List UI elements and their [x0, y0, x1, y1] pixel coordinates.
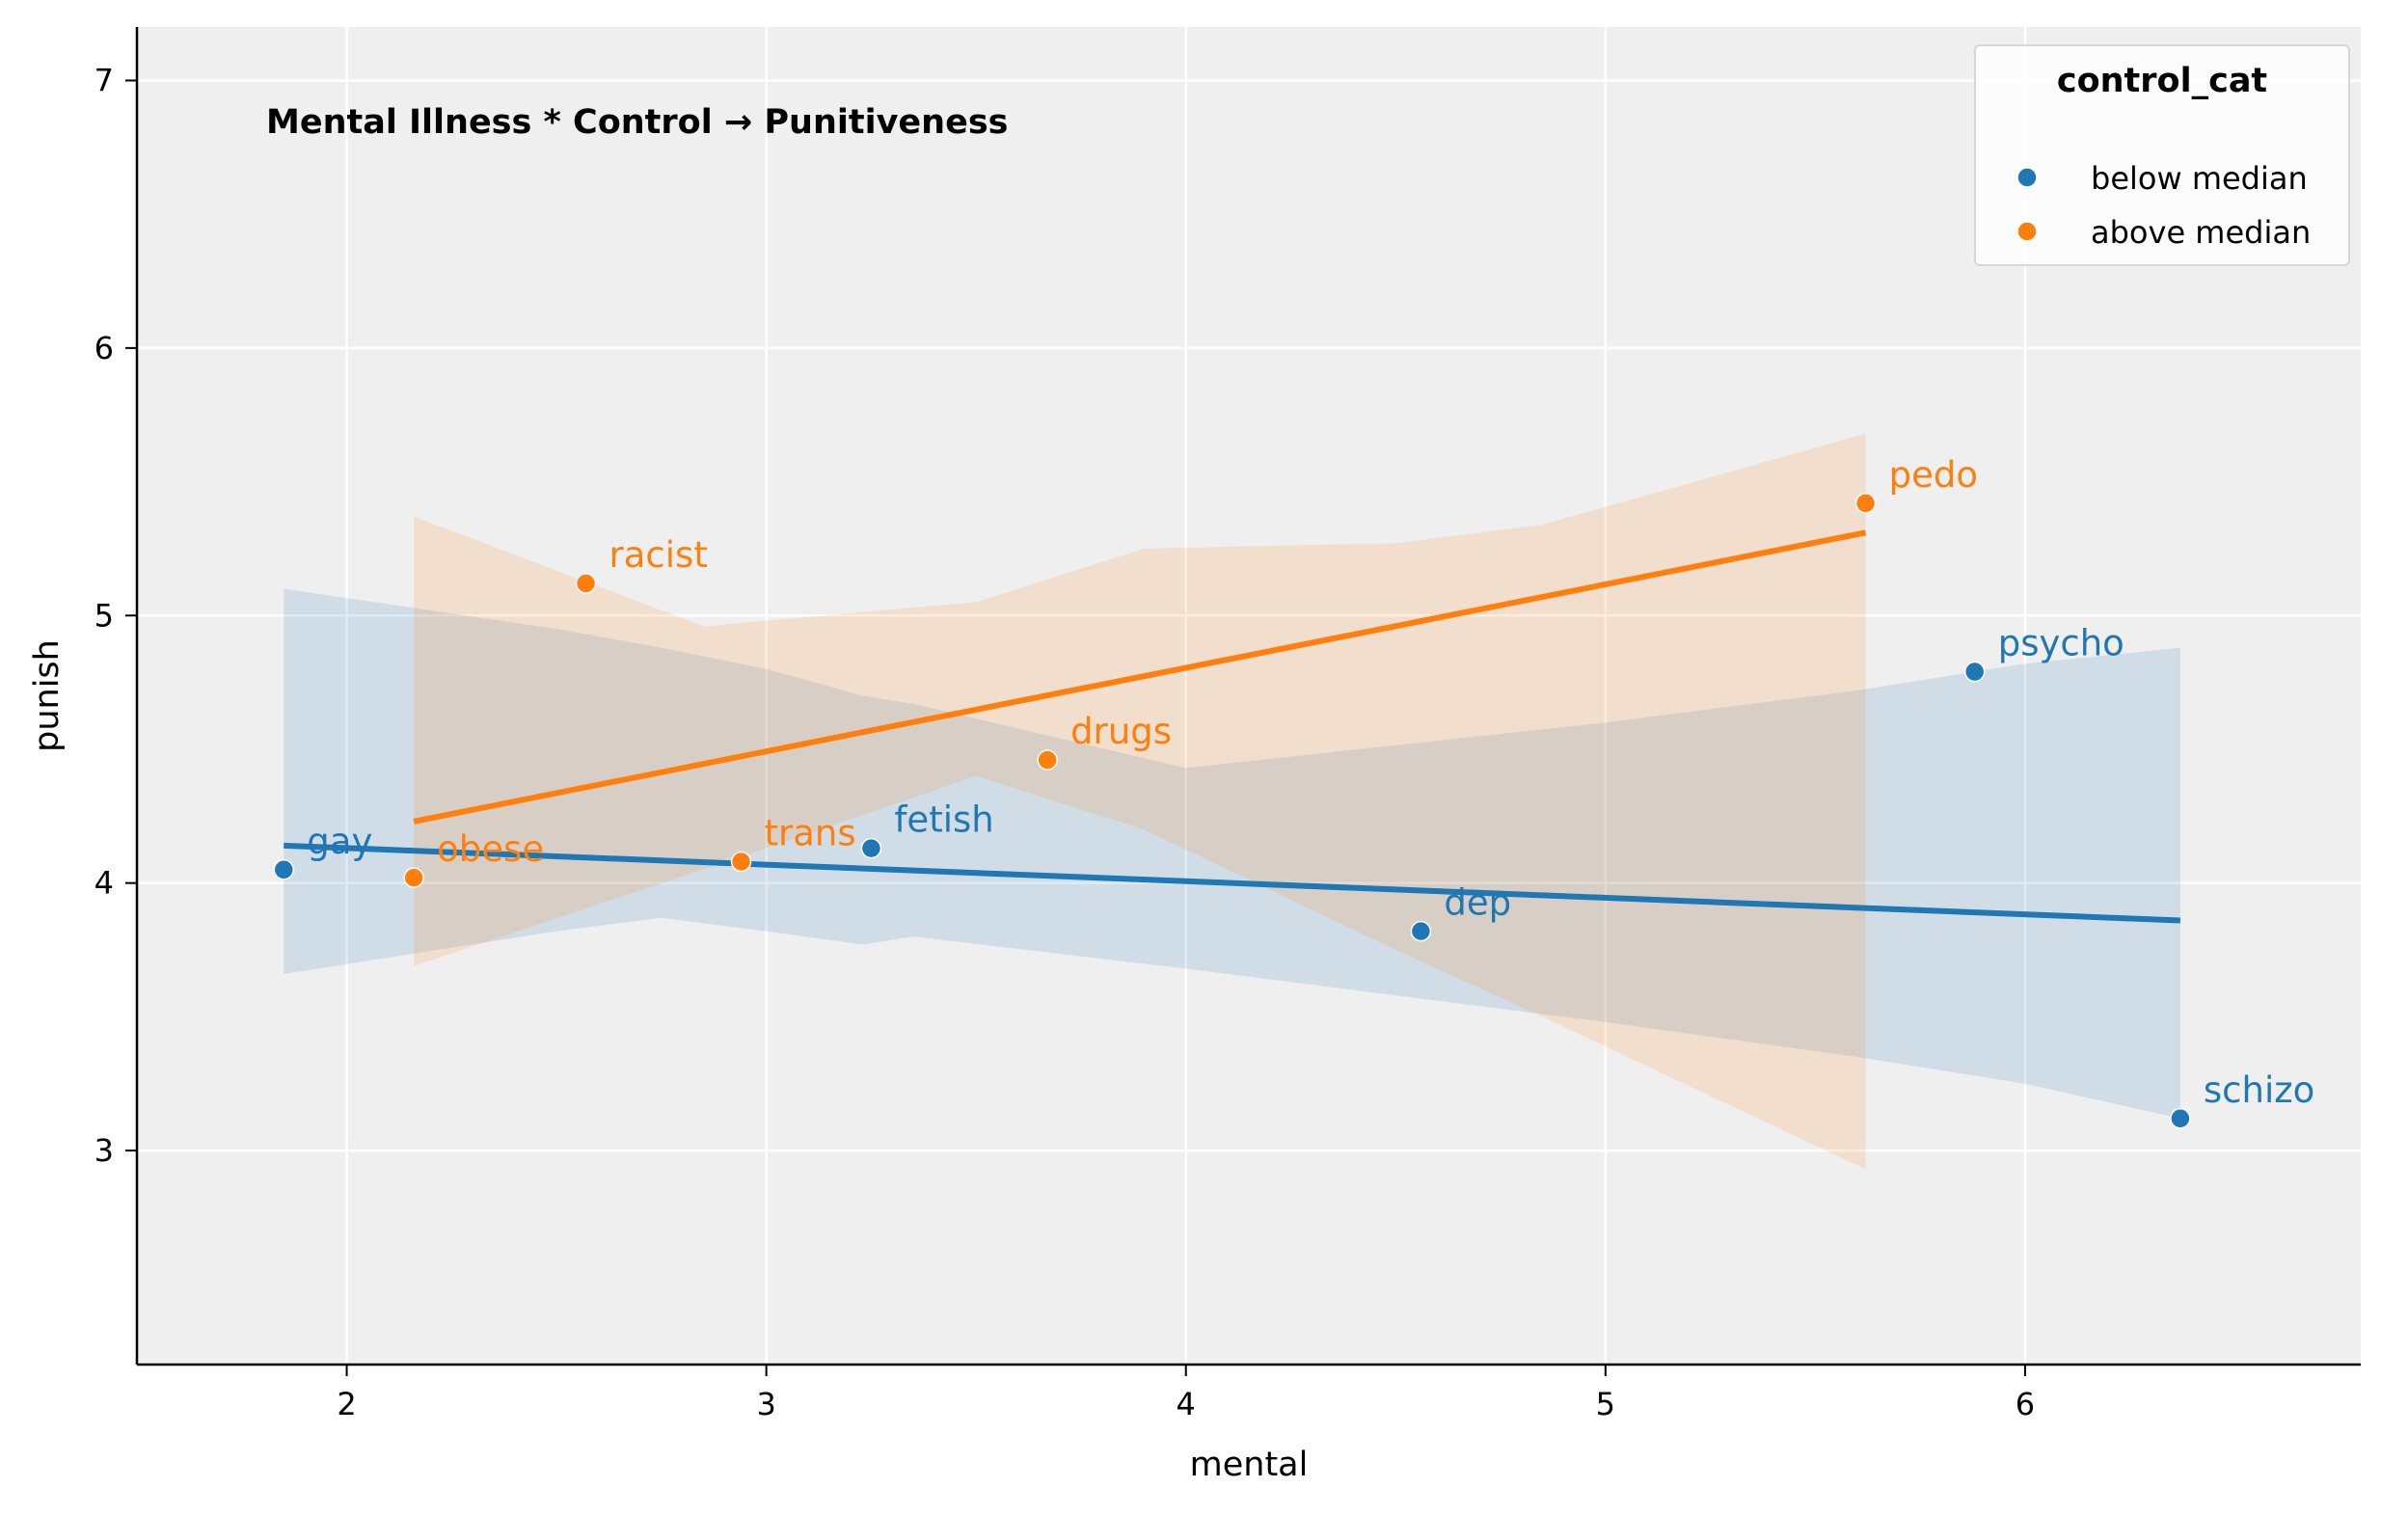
point-label-trans: trans — [765, 812, 856, 853]
legend-box — [1974, 44, 2350, 266]
point-schizo — [2170, 1108, 2191, 1129]
data-points: gay fetish dep psycho schizo obese racist trans… — [273, 454, 2314, 1129]
x-tick-label: 6 — [2016, 1386, 2035, 1422]
point-label-schizo: schizo — [2204, 1069, 2314, 1111]
chart-title: Mental Illness * Control → Punitiveness — [266, 103, 1009, 142]
point-label-racist: racist — [609, 534, 708, 576]
y-tick-label: 4 — [95, 865, 114, 902]
ci-band-above-median — [414, 433, 1866, 1170]
y-tick-label: 3 — [95, 1132, 114, 1169]
point-label-dep: dep — [1444, 882, 1511, 924]
x-tick-label: 5 — [1596, 1386, 1615, 1422]
y-tick-label: 6 — [95, 330, 114, 366]
legend-label-above-median: above median — [2091, 214, 2311, 251]
ci-band-below-median — [284, 588, 2180, 1119]
point-label-fetish: fetish — [894, 799, 993, 841]
legend: control_cat below median above median — [1974, 44, 2350, 266]
y-tick-label: 5 — [95, 597, 114, 634]
x-tick-label: 4 — [1177, 1386, 1196, 1422]
confidence-bands — [284, 433, 2180, 1170]
point-drugs — [1037, 749, 1058, 771]
regression-line-below-median — [284, 842, 2181, 924]
point-psycho — [1963, 661, 1986, 683]
point-racist — [575, 573, 597, 594]
axes: 2 3 4 5 6 3 4 5 6 7 — [95, 27, 2361, 1422]
point-gay — [273, 859, 295, 880]
point-label-obese: obese — [437, 828, 544, 870]
y-axis-label: punish — [28, 639, 67, 752]
point-label-pedo: pedo — [1889, 454, 1978, 496]
point-label-psycho: psycho — [1998, 623, 2124, 664]
legend-label-below-median: below median — [2091, 160, 2308, 197]
point-label-gay: gay — [307, 821, 372, 862]
point-label-drugs: drugs — [1070, 711, 1172, 752]
y-tick-label: 7 — [95, 62, 114, 98]
x-tick-label: 2 — [337, 1386, 356, 1422]
legend-entries: below median above median — [2016, 160, 2311, 251]
point-trans — [730, 851, 752, 873]
point-fetish — [860, 837, 882, 859]
legend-title: control_cat — [2057, 62, 2267, 100]
regression-line-above-median — [413, 529, 1867, 825]
regression-lines — [284, 529, 2181, 924]
x-tick-label: 3 — [756, 1386, 775, 1422]
legend-marker-below-median — [2016, 167, 2038, 188]
x-axis-label: mental — [1190, 1446, 1309, 1484]
legend-marker-above-median — [2016, 221, 2038, 242]
point-dep — [1410, 920, 1432, 942]
point-obese — [403, 867, 424, 888]
point-pedo — [1854, 493, 1877, 514]
